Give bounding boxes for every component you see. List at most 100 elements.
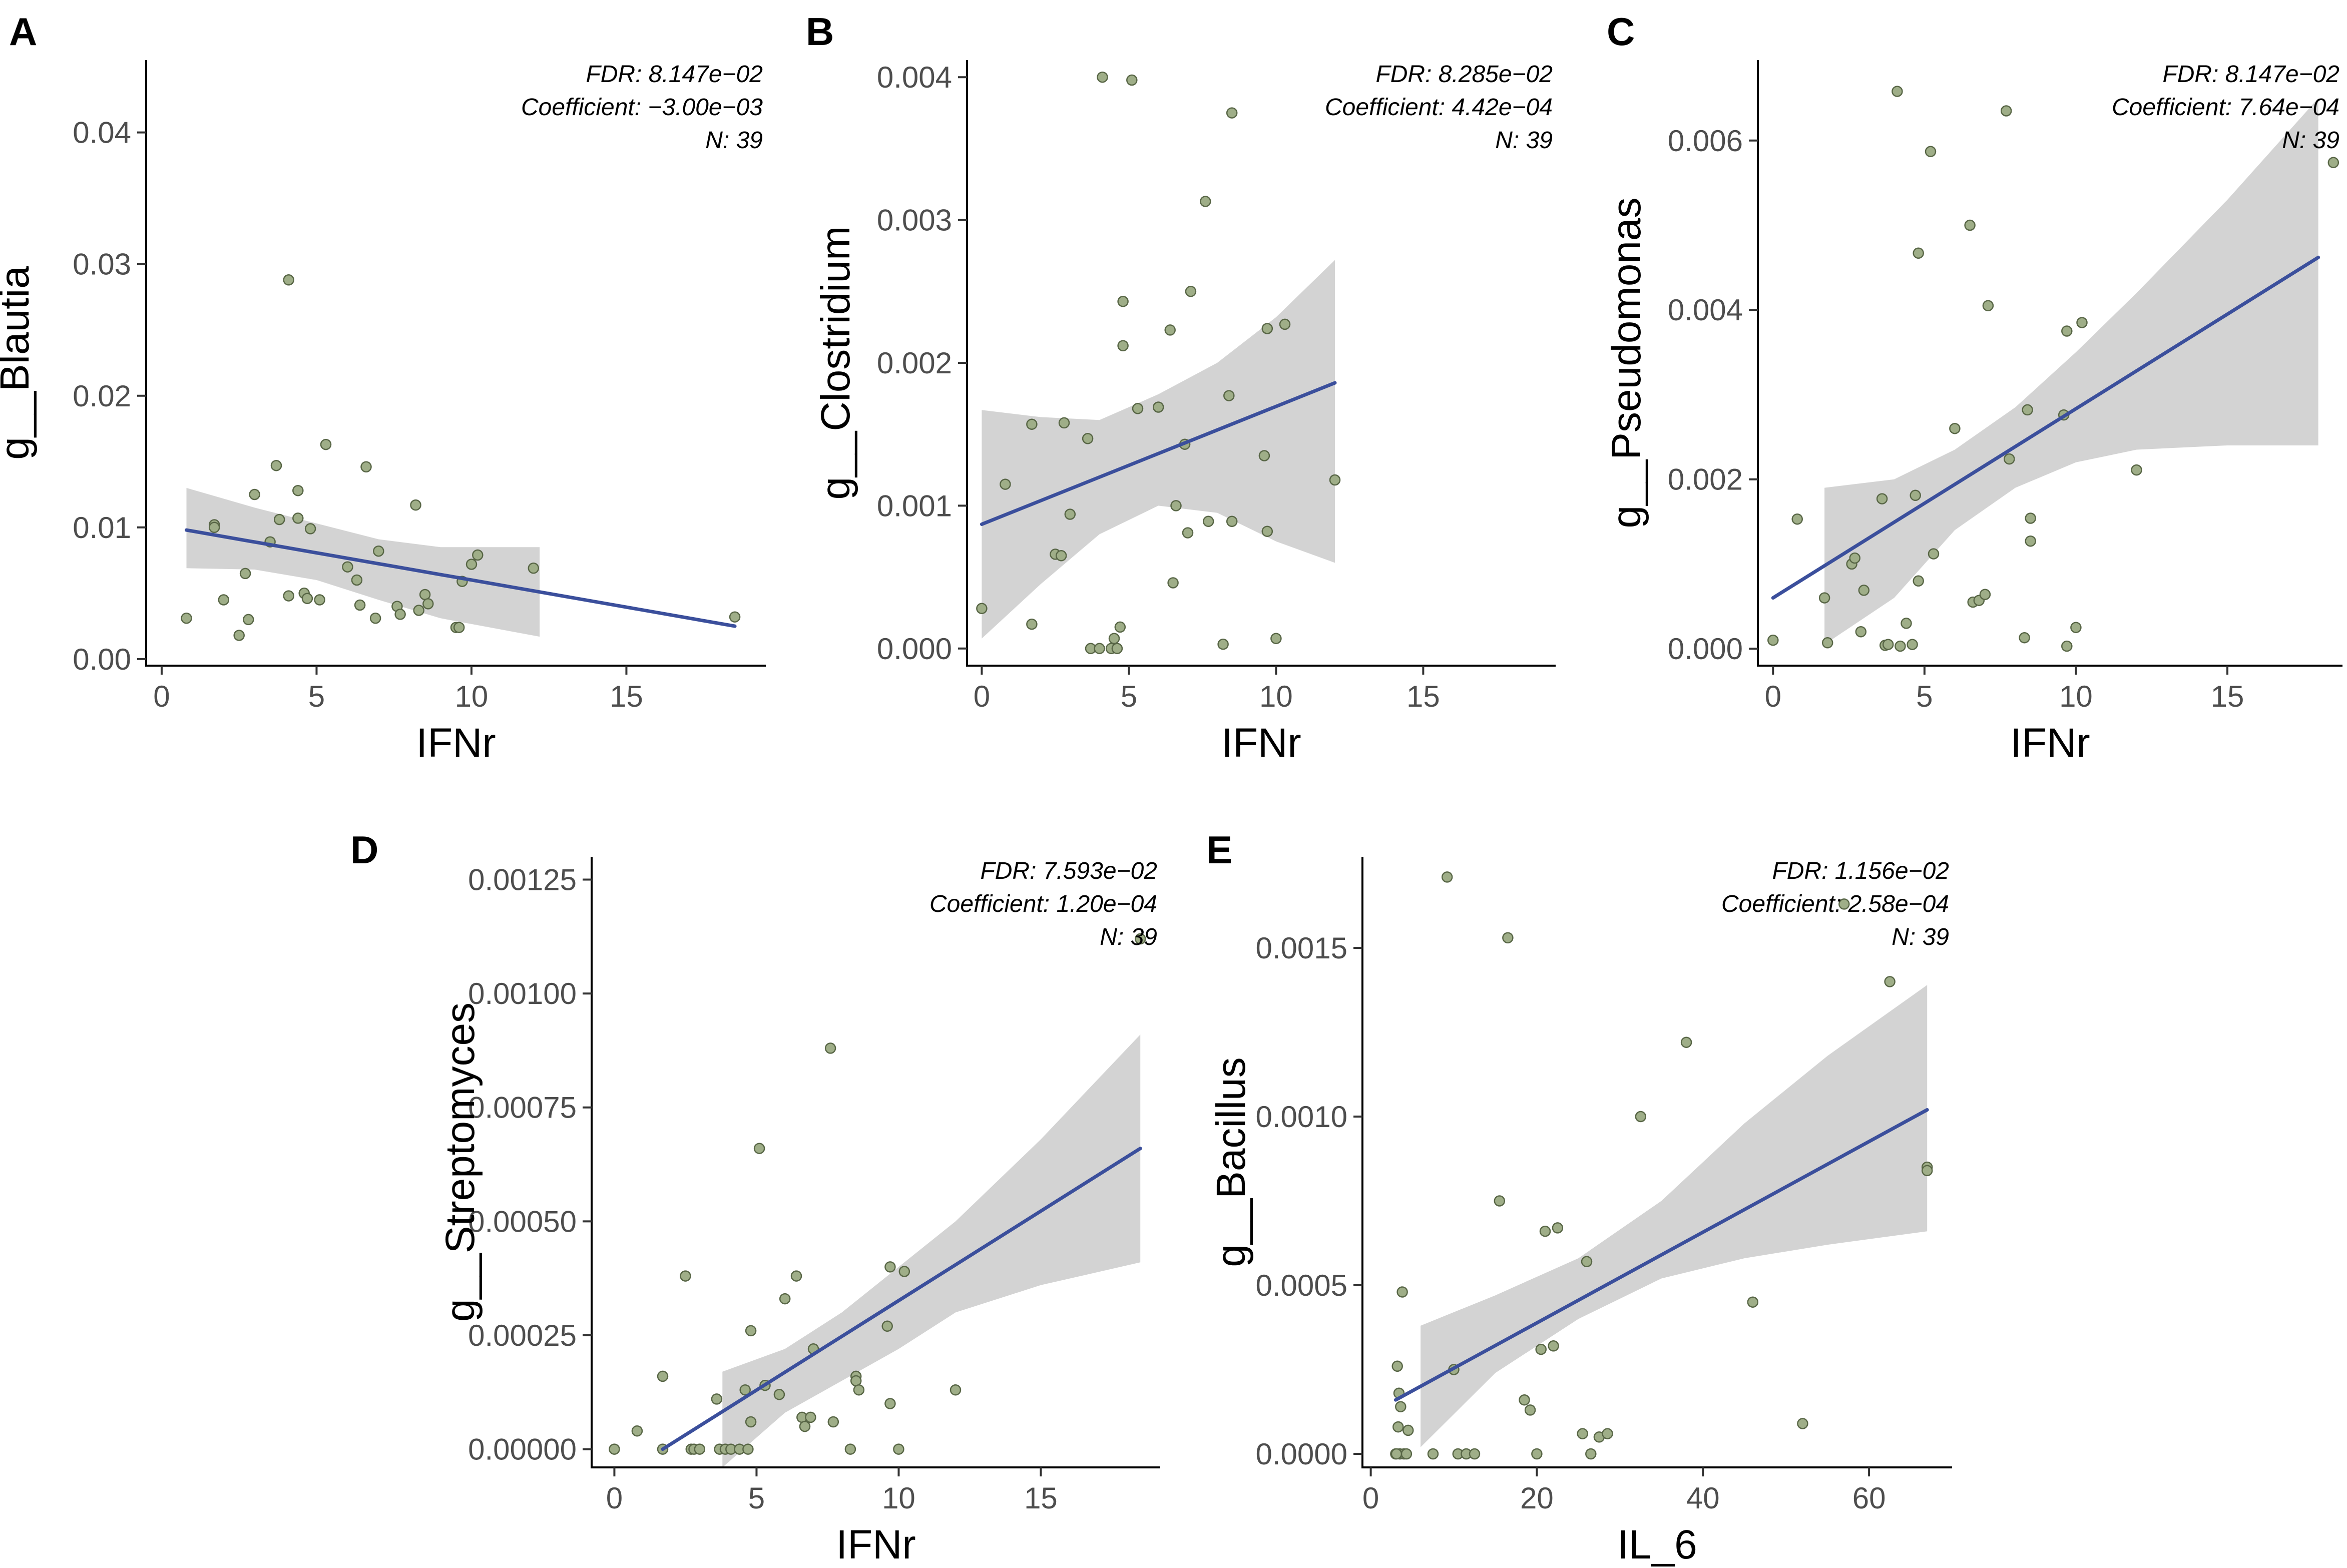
panel-b: B 0 5 10 15 0.000 0.001 0.002 0.003 0.004 IFNr g__C… [806, 10, 1556, 766]
panel-c-point [1849, 552, 1860, 564]
panel-e-x-tick-label: 40 [1686, 1481, 1720, 1515]
panel-a-point [283, 590, 294, 602]
panel-a-point [292, 512, 304, 524]
panel-e-point [1402, 1424, 1414, 1436]
panel-a-point [304, 523, 316, 535]
panel-e-point [1635, 1111, 1647, 1123]
panel-e-point [1921, 1165, 1933, 1177]
panel-b-point [1164, 324, 1176, 336]
panel-c-point [1858, 585, 1870, 596]
panel-c-point [2025, 535, 2036, 547]
panel-d-point [1134, 933, 1146, 945]
panel-a-y-tick-label: 0.04 [73, 116, 131, 150]
panel-e-x-tick-label: 60 [1852, 1481, 1886, 1515]
panel-c-x-tick-label: 0 [1765, 680, 1781, 713]
panel-e-point [1539, 1225, 1551, 1237]
panel-c-point [1855, 626, 1867, 638]
panel-b-y-axis-title: g__Clostridium [813, 226, 858, 500]
panel-d-point [711, 1393, 723, 1405]
panel-d-point [790, 1270, 802, 1282]
panel-d-y-tick-label: 0.00125 [468, 863, 577, 897]
panel-a-y-tick-label: 0.02 [73, 379, 131, 413]
panel-d-point [609, 1443, 620, 1455]
panel-a-point [472, 549, 484, 561]
panel-c-point [1821, 637, 1833, 649]
panel-e-point [1524, 1404, 1536, 1416]
panel-d-point [884, 1261, 896, 1273]
panel-e-point [1548, 1340, 1559, 1352]
panel-c-confidence-band [1824, 98, 2318, 645]
panel-b-point [1064, 508, 1076, 520]
panel-b-y-tick-label: 0.002 [877, 346, 952, 380]
panel-a-annotation-line: N: 39 [705, 127, 763, 154]
panel-a-point [181, 613, 192, 624]
panel-e-point [1602, 1428, 1613, 1439]
panel-d-point [631, 1425, 643, 1437]
panel-a-point [301, 593, 313, 605]
panel-b-point [1082, 433, 1094, 444]
panel-c-point [1818, 592, 1830, 604]
panel-b-point [1226, 515, 1238, 528]
panel-a-point [249, 488, 260, 500]
panel-d-point [799, 1420, 811, 1432]
panel-c-point [2327, 157, 2339, 169]
panel-c-point [2070, 622, 2082, 634]
panel-e-point [1552, 1222, 1564, 1234]
panel-b-point [1114, 621, 1126, 633]
panel-b-point [976, 603, 988, 615]
panel-b-x-tick-label: 5 [1121, 680, 1137, 713]
panel-a-x-tick-label: 10 [455, 680, 489, 713]
panel-c-point [1979, 589, 1991, 601]
panel-d-point [844, 1443, 856, 1455]
panel-c-point [1949, 422, 1961, 434]
panel-a-point [218, 594, 230, 606]
panel-c-point [2000, 105, 2012, 117]
panel-e: E 0 20 40 60 0.0000 0.0005 0.0010 0.0015 IL_6 g__B… [1206, 828, 1952, 1567]
panel-e-point [1494, 1195, 1506, 1207]
panel-b-point [1202, 515, 1214, 528]
panel-c-point [1910, 489, 1921, 501]
panel-b-point [1152, 401, 1164, 413]
panel-b-y-tick-label: 0.000 [877, 632, 952, 666]
panel-a-point [320, 438, 332, 450]
panel-e-point [1585, 1448, 1597, 1460]
panel-a-point [239, 568, 251, 580]
panel-d-point [853, 1384, 865, 1396]
panel-b-y-tick-label: 0.001 [877, 489, 952, 522]
panel-c-letter: C [1607, 10, 1635, 54]
panel-a-point [354, 599, 366, 611]
panel-d-annotation-line: Coefficient: 1.20e−04 [929, 891, 1157, 917]
panel-e-confidence-band [1421, 985, 1928, 1447]
panel-d-point [742, 1443, 754, 1455]
panel-a-point [270, 459, 282, 471]
panel-e-y-axis-title: g__Bacillus [1208, 1057, 1254, 1267]
panel-d-y-tick-label: 0.00075 [468, 1091, 577, 1125]
panel-e-y-tick-label: 0.0005 [1255, 1269, 1347, 1302]
panel-c-point [2025, 512, 2036, 524]
panel-d-point [898, 1266, 910, 1277]
panel-e-point [1838, 898, 1850, 910]
panel-c-y-tick-label: 0.004 [1668, 293, 1743, 327]
panel-e-point [1680, 1036, 1692, 1048]
panel-b-point [1132, 403, 1144, 414]
panel-c-point [1882, 639, 1894, 650]
panel-e-point [1427, 1448, 1439, 1460]
panel-a-x-tick-label: 0 [153, 680, 170, 713]
panel-b-point [1117, 296, 1129, 307]
panel-a-point [342, 561, 353, 573]
panel-e-regression-line [1393, 1108, 1929, 1402]
panel-d-x-tick-label: 0 [606, 1481, 623, 1515]
panel-b-point [1226, 107, 1238, 119]
panel-c-x-tick-label: 15 [2211, 680, 2244, 713]
panel-b-point [1258, 450, 1270, 461]
panel-c-point [1892, 86, 1903, 97]
panel-a-y-tick-label: 0.00 [73, 643, 131, 676]
panel-b-x-tick-label: 0 [974, 680, 990, 713]
panel-e-point [1535, 1343, 1547, 1355]
panel-e-annotation-line: N: 39 [1892, 924, 1949, 950]
panel-c-point [1913, 247, 1924, 259]
panel-a-annotation-line: Coefficient: −3.00e−03 [521, 94, 763, 121]
panel-a-y-tick-label: 0.01 [73, 511, 131, 545]
panel-b-point [1097, 71, 1108, 83]
panel-c-point [2061, 640, 2073, 652]
